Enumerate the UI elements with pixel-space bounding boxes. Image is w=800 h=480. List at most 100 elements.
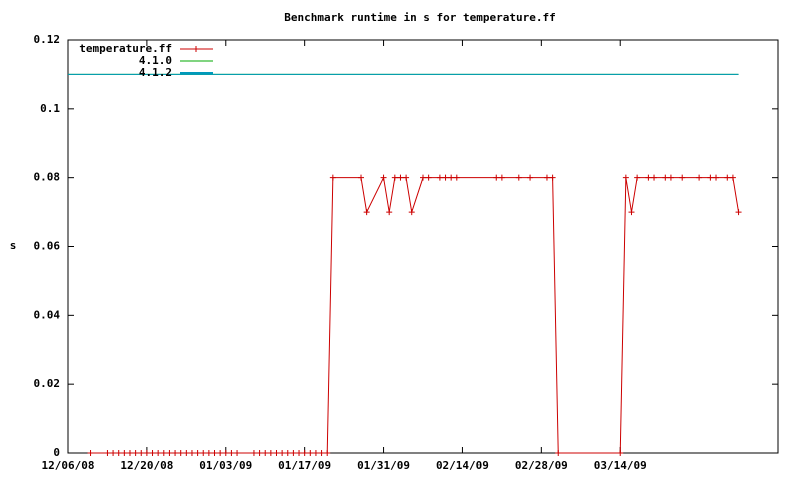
x-tick-label: 12/20/08 [120,459,173,472]
y-tick-label: 0.08 [34,171,61,184]
point-marker [324,450,331,456]
y-tick-label: 0.06 [34,240,61,253]
point-marker [279,450,286,456]
point-marker [662,174,669,181]
point-marker [515,174,522,181]
y-tick-label: 0.1 [40,102,60,115]
point-marker [493,174,500,181]
point-marker [166,450,173,456]
point-marker [386,209,393,216]
point-marker [273,450,280,456]
point-marker [363,209,370,216]
point-marker [555,450,562,456]
point-marker [358,174,365,181]
point-marker [651,174,658,181]
legend-label: 4.1.0 [139,54,172,67]
point-marker [318,450,325,456]
point-marker [132,450,139,456]
point-marker [307,450,314,456]
point-marker [138,450,145,456]
point-marker [194,450,201,456]
point-marker [628,209,635,216]
point-marker [420,174,426,181]
point-marker [301,450,308,456]
legend-label: temperature.ff [79,42,172,55]
point-marker [211,450,218,456]
point-marker [250,450,257,456]
point-marker [667,174,674,181]
point-marker [707,174,714,181]
point-marker [724,174,731,181]
point-marker [296,450,303,456]
x-tick-label: 01/03/09 [199,459,252,472]
point-marker [267,450,274,456]
point-marker [262,450,269,456]
point-marker [87,450,94,456]
point-marker [284,450,291,456]
point-marker [679,174,686,181]
point-marker [408,209,415,216]
x-tick-label: 01/31/09 [357,459,410,472]
point-marker [696,174,703,181]
point-marker [234,450,241,456]
point-marker [177,450,184,456]
point-marker [160,450,167,456]
point-marker [713,174,720,181]
y-tick-label: 0 [53,446,60,459]
point-marker [543,174,550,181]
point-marker [104,450,111,456]
point-marker [228,450,235,456]
point-marker [183,450,190,456]
point-marker [172,450,179,456]
point-marker [126,450,133,456]
point-marker [622,174,629,181]
x-tick-label: 02/14/09 [436,459,489,472]
point-marker [222,450,229,456]
chart-title: Benchmark runtime in s for temperature.f… [284,11,556,24]
x-tick-label: 12/06/08 [42,459,95,472]
point-marker [549,174,556,181]
point-marker [442,174,449,181]
plot-frame [67,39,779,454]
point-marker [121,450,128,456]
point-marker [436,174,443,181]
y-axis-label: s [10,239,17,252]
point-marker [645,174,652,181]
point-marker [634,174,641,181]
point-marker [403,174,410,181]
point-marker [149,450,156,456]
point-marker [729,174,736,181]
point-marker [110,450,117,456]
point-marker [527,174,534,181]
point-marker [380,174,387,181]
point-marker [448,174,455,181]
point-marker [617,450,624,456]
point-marker [256,450,263,456]
point-marker [391,174,398,181]
x-tick-label: 01/17/09 [278,459,331,472]
point-marker [312,450,319,456]
legend-label: 4.1.2 [139,66,172,79]
point-marker [115,450,122,456]
point-marker [200,450,207,456]
point-marker [290,450,297,456]
x-tick-label: 03/14/09 [594,459,647,472]
point-marker [205,450,212,456]
y-tick-label: 0.04 [34,308,61,321]
point-marker [425,174,432,181]
point-marker [143,450,150,456]
y-tick-label: 0.02 [34,377,61,390]
point-marker [188,450,195,456]
legend-marker [193,46,199,52]
point-marker [735,209,742,216]
point-marker [498,174,505,181]
point-marker [329,174,336,181]
y-tick-label: 0.12 [34,33,61,46]
point-marker [453,174,460,181]
point-marker [155,450,162,456]
x-tick-label: 02/28/09 [515,459,568,472]
point-marker [217,450,224,456]
series-line [90,176,740,454]
point-marker [397,174,404,181]
